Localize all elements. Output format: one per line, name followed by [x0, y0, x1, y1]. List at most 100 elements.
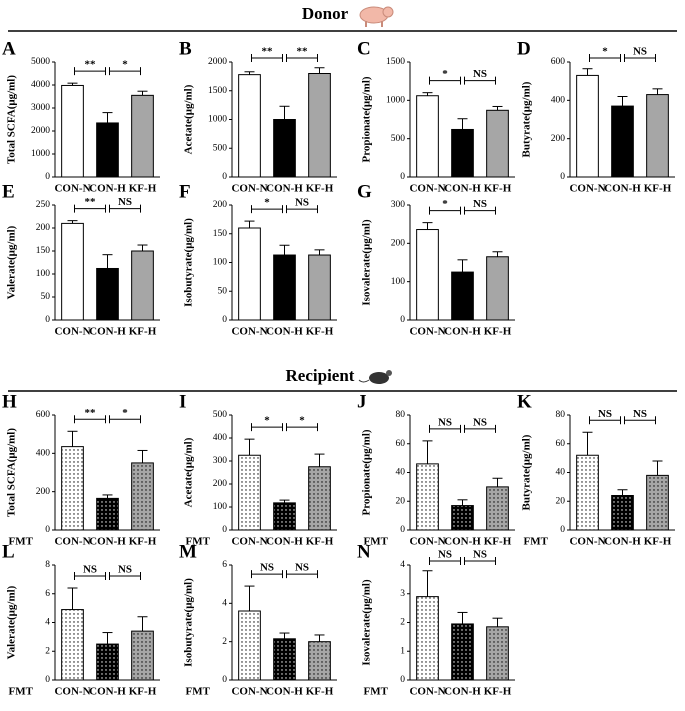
error-bar	[244, 71, 255, 75]
bar	[61, 609, 84, 681]
significance-bracket	[251, 570, 283, 579]
error-bar	[314, 453, 325, 467]
y-tick-label: 0	[400, 525, 405, 535]
error-bar	[582, 68, 593, 76]
y-tick-label: 600	[36, 410, 51, 420]
panel-label: I	[179, 391, 186, 412]
bar	[576, 74, 599, 178]
error-bar	[279, 499, 290, 503]
error-bar	[314, 67, 325, 74]
x-tick-label: CON-H	[604, 536, 641, 548]
y-tick-label: 400	[551, 96, 566, 106]
group-label: FMT	[9, 536, 34, 548]
group-label: FMT	[186, 686, 211, 698]
bar	[131, 462, 154, 531]
y-tick-label: 600	[551, 57, 566, 67]
bar	[238, 74, 261, 178]
panel-label: K	[517, 391, 532, 412]
significance-label: NS	[473, 198, 487, 210]
x-tick-label: KF-H	[644, 183, 672, 195]
significance-bracket	[74, 572, 106, 580]
y-tick-label: 0	[45, 525, 50, 535]
significance-label: NS	[118, 196, 132, 208]
error-bar	[582, 431, 593, 456]
x-tick-label: KF-H	[306, 326, 334, 338]
y-tick-label: 100	[391, 277, 406, 287]
x-tick-label: CON-N	[409, 536, 445, 548]
x-tick-label: CON-H	[444, 536, 481, 548]
bar	[238, 454, 261, 531]
panel-label: B	[179, 38, 192, 59]
x-tick-label: CON-H	[444, 183, 481, 195]
x-tick-label: KF-H	[306, 183, 334, 195]
error-bar	[492, 251, 503, 257]
y-tick-label: 3000	[31, 103, 50, 113]
significance-bracket	[429, 76, 461, 85]
y-tick-label: 0	[222, 315, 227, 325]
panel-label: F	[179, 181, 191, 202]
y-tick-label: 0	[560, 172, 565, 182]
x-tick-label: CON-H	[89, 183, 126, 195]
bar	[611, 105, 634, 178]
significance-bracket	[286, 54, 318, 62]
significance-bracket	[286, 570, 318, 579]
error-bar	[102, 494, 113, 499]
error-bar	[652, 460, 663, 476]
bar	[96, 122, 119, 178]
x-tick-label: CON-H	[89, 326, 126, 338]
significance-bracket	[74, 204, 106, 213]
x-tick-label: CON-N	[409, 686, 445, 698]
significance-label: *	[122, 59, 128, 71]
error-bar	[492, 105, 503, 111]
significance-label: **	[85, 407, 97, 419]
x-tick-label: KF-H	[484, 326, 512, 338]
significance-label: NS	[473, 68, 487, 80]
panel-label: L	[2, 541, 15, 562]
x-tick-label: CON-N	[231, 536, 267, 548]
y-tick-label: 0	[560, 525, 565, 535]
y-tick-label: 4	[400, 560, 405, 570]
error-bar	[617, 489, 628, 496]
bar	[416, 463, 439, 531]
mouse-icon	[358, 370, 392, 384]
y-tick-label: 0	[45, 675, 50, 685]
y-tick-label: 200	[551, 134, 566, 144]
significance-bracket	[589, 54, 621, 62]
y-tick-label: 500	[391, 134, 406, 144]
panel-label: H	[2, 391, 17, 412]
x-tick-label: CON-N	[54, 686, 90, 698]
y-tick-label: 2	[222, 637, 227, 647]
panel-label: J	[357, 391, 367, 412]
y-tick-label: 300	[391, 200, 406, 210]
significance-bracket	[251, 205, 283, 214]
error-bar	[457, 259, 468, 273]
bar	[451, 271, 474, 321]
significance-label: *	[442, 68, 448, 80]
y-tick-label: 200	[36, 223, 51, 233]
significance-bracket	[589, 416, 621, 425]
significance-label: *	[122, 407, 128, 419]
significance-label: **	[85, 59, 97, 71]
y-axis-label: Butyrate(μg/ml)	[521, 434, 533, 510]
y-tick-label: 200	[391, 239, 406, 249]
error-bar	[457, 118, 468, 130]
significance-bracket	[109, 204, 141, 213]
significance-label: NS	[633, 46, 647, 58]
error-bar	[67, 82, 78, 86]
bar	[416, 229, 439, 321]
y-axis-label: Valerate(μg/ml)	[6, 225, 18, 299]
significance-label: NS	[260, 562, 274, 574]
bar	[131, 250, 154, 321]
error-bar	[102, 112, 113, 123]
x-tick-label: CON-N	[54, 536, 90, 548]
y-tick-label: 1000	[31, 149, 50, 159]
significance-label: **	[297, 46, 309, 58]
x-tick-label: CON-N	[54, 183, 90, 195]
x-tick-label: CON-H	[89, 536, 126, 548]
significance-label: *	[264, 415, 270, 427]
significance-label: NS	[438, 549, 452, 561]
y-tick-label: 50	[41, 292, 51, 302]
significance-label: NS	[633, 408, 647, 420]
y-tick-label: 5000	[31, 57, 50, 67]
y-tick-label: 400	[36, 449, 51, 459]
